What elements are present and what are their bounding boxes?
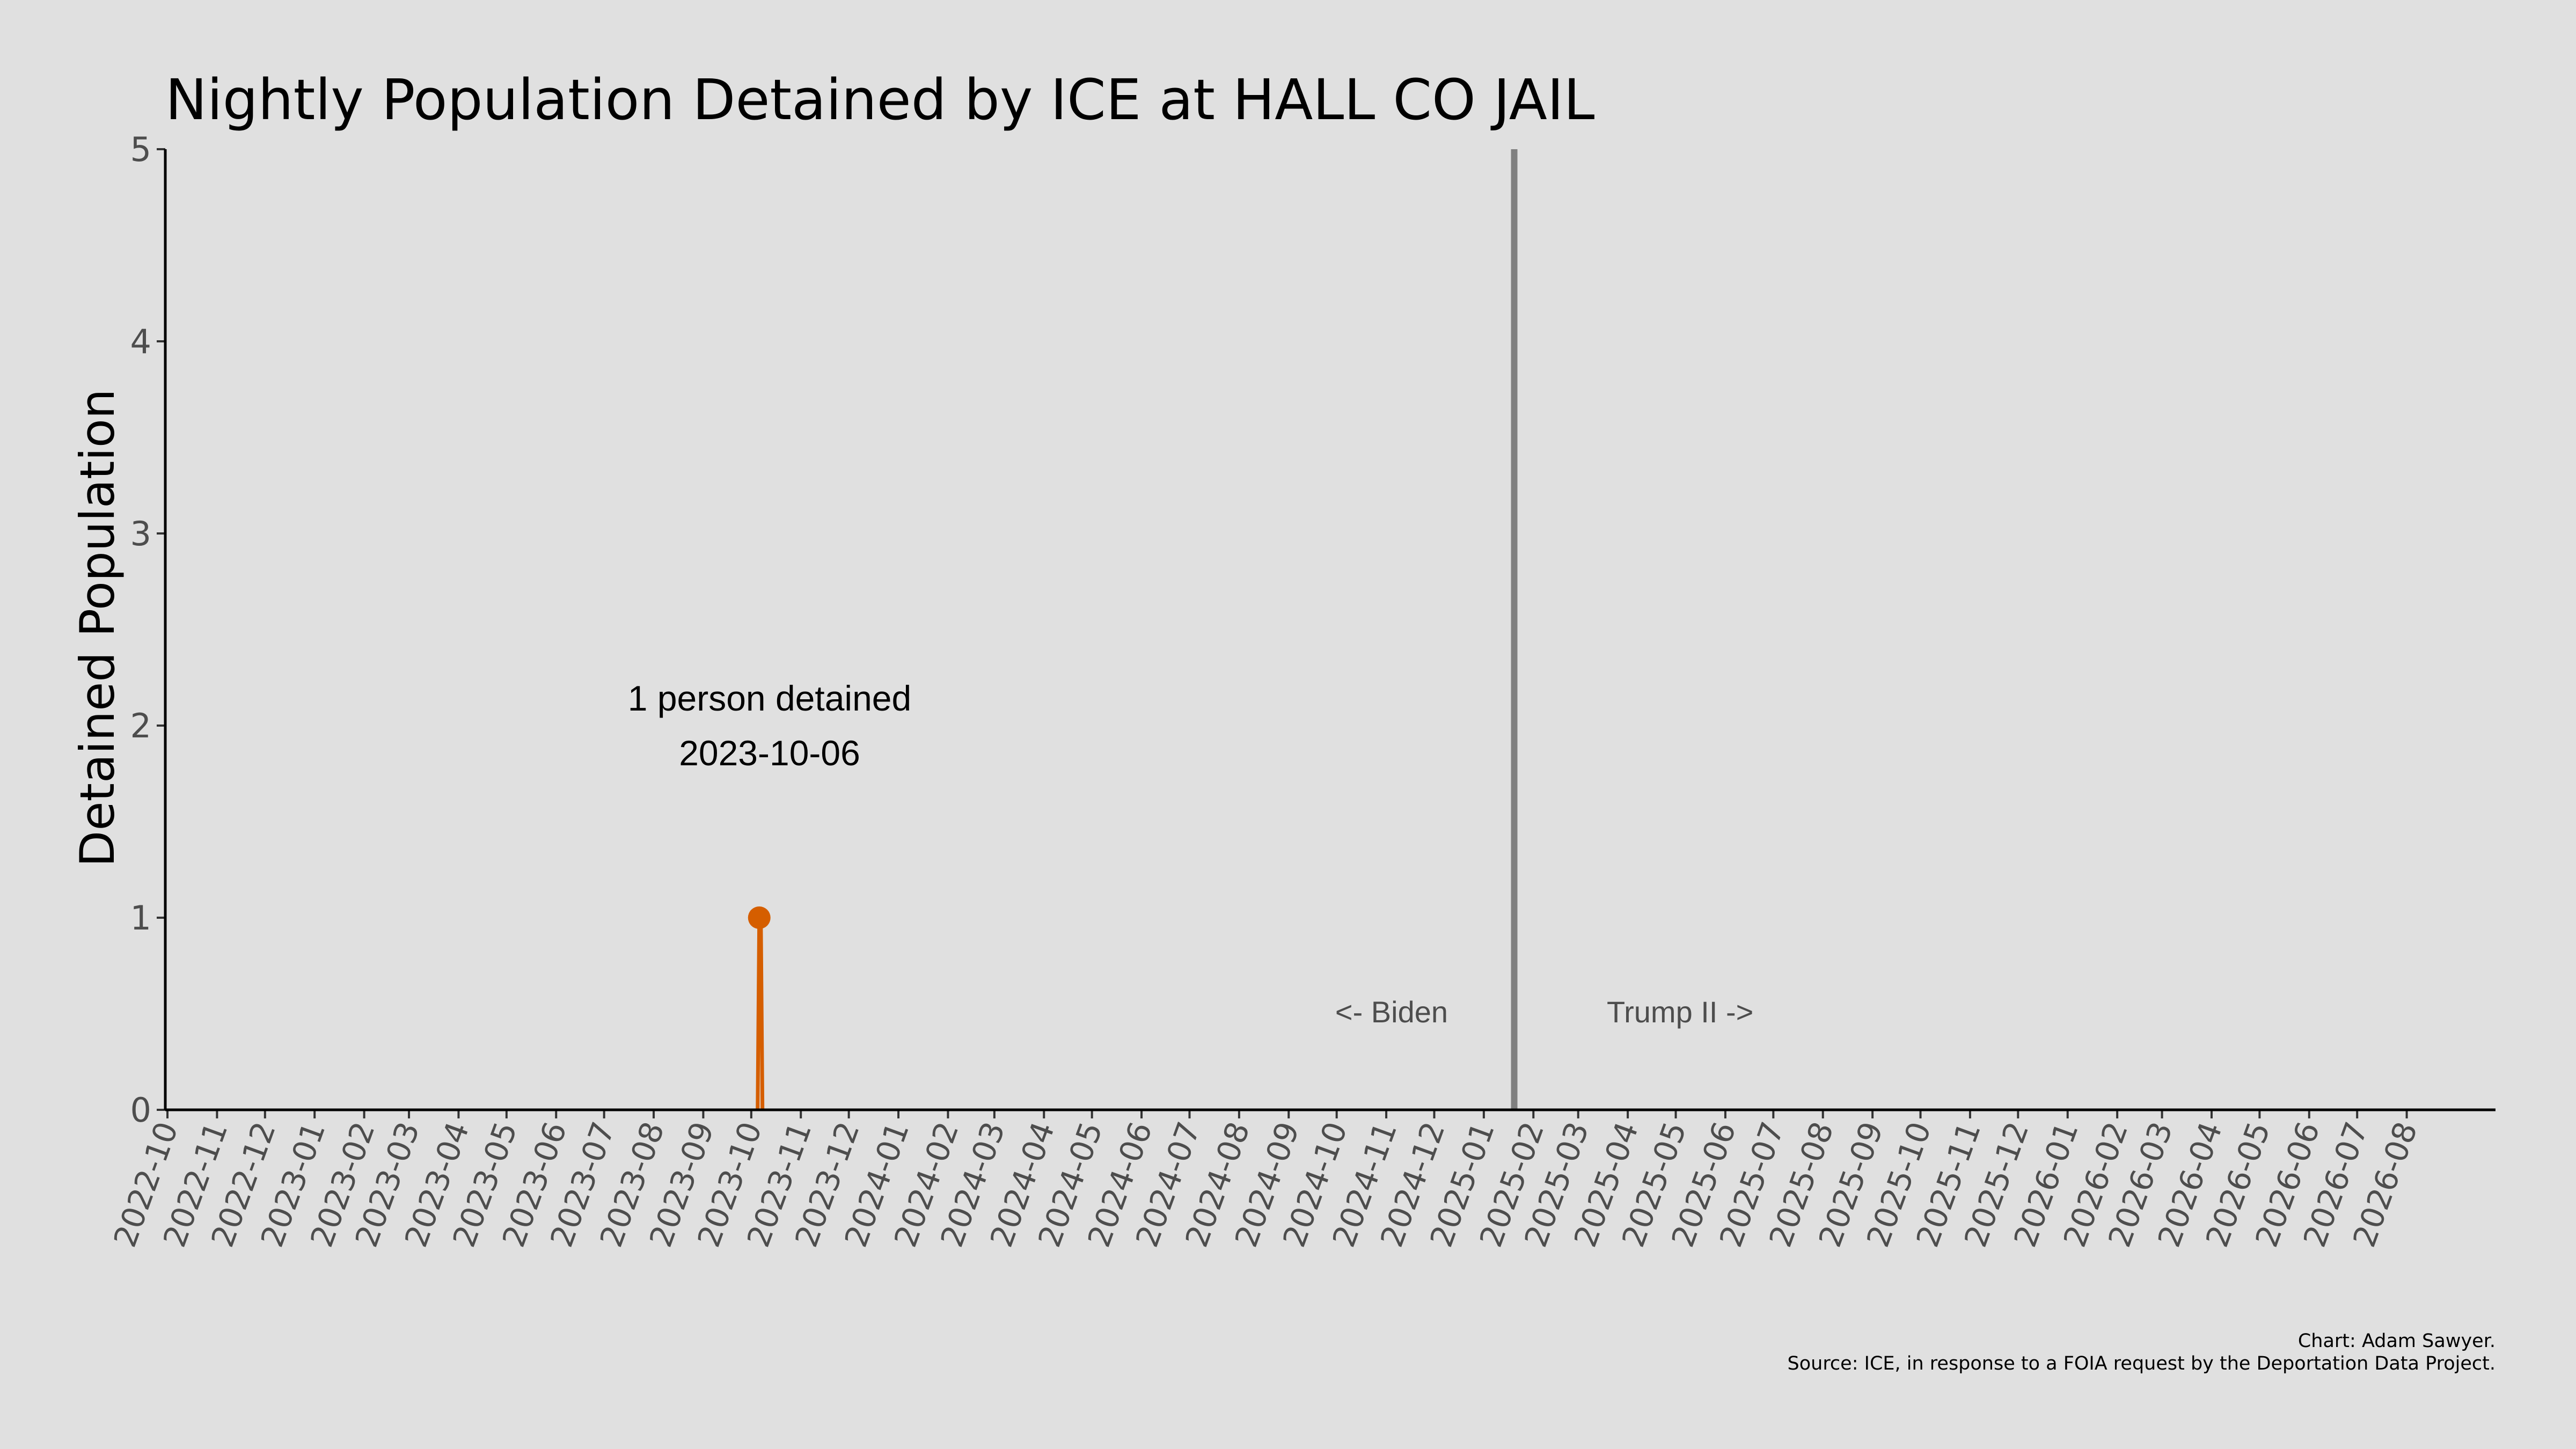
caption-credit: Chart: Adam Sawyer. xyxy=(2298,1330,2496,1352)
caption-source: Source: ICE, in response to a FOIA reque… xyxy=(1788,1353,2496,1374)
y-tick-label: 2 xyxy=(130,706,151,745)
era-label-trump: Trump II -> xyxy=(1607,995,1753,1029)
chart-title: Nightly Population Detained by ICE at HA… xyxy=(165,67,1595,133)
annotation-line-2: 2023-10-06 xyxy=(679,733,860,773)
y-axis-label: Detained Population xyxy=(70,389,125,867)
y-tick-label: 0 xyxy=(130,1091,151,1130)
y-tick-label: 1 xyxy=(130,898,151,938)
y-tick-label: 5 xyxy=(130,130,151,169)
y-tick-group: 0 1 2 3 4 5 xyxy=(130,130,165,1130)
peak-point xyxy=(748,906,771,929)
era-label-biden: <- Biden xyxy=(1335,995,1448,1029)
y-tick-label: 3 xyxy=(130,514,151,553)
series-group xyxy=(748,906,771,1110)
annotation-line-1: 1 person detained xyxy=(628,678,911,718)
y-tick-label: 4 xyxy=(130,322,151,361)
